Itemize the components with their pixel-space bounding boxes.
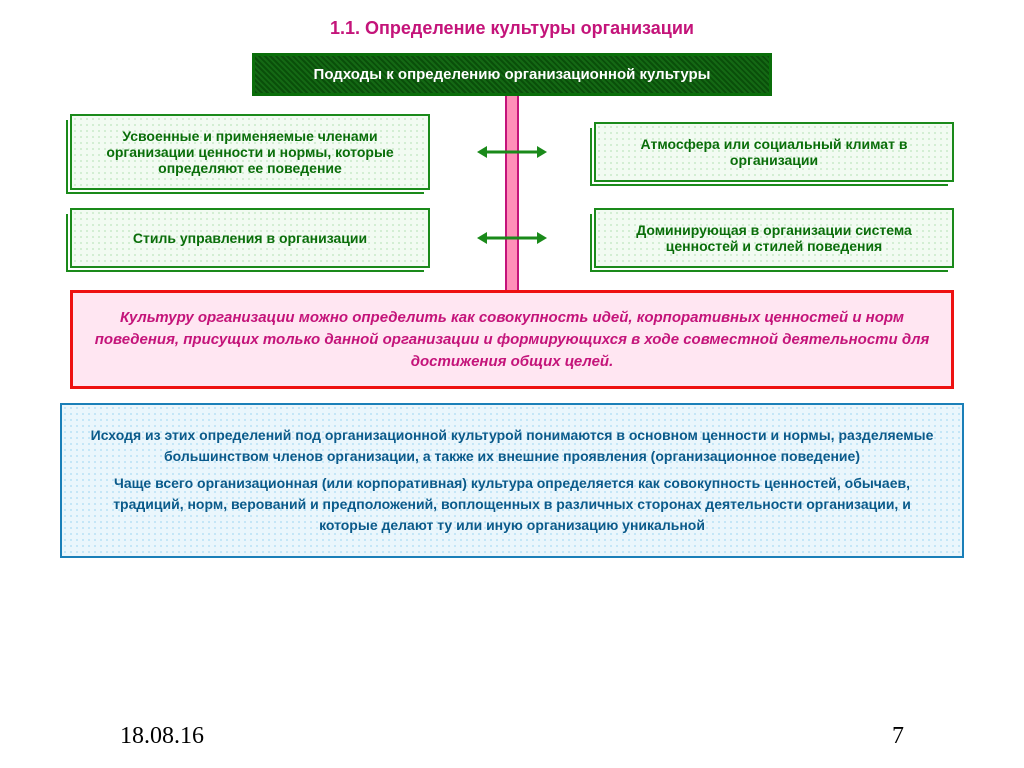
definition-box: Культуру организации можно определить ка…: [70, 290, 954, 389]
box-values-norms: Усвоенные и применяемые членами организа…: [70, 114, 430, 190]
row-2: Стиль управления в организации Доминирую…: [0, 208, 1024, 268]
blue-para-1: Исходя из этих определений под организац…: [84, 425, 940, 467]
box-atmosphere: Атмосфера или социальный климат в органи…: [594, 122, 954, 182]
explanation-box: Исходя из этих определений под организац…: [60, 403, 964, 558]
h-arrow-2: [477, 223, 547, 253]
row-1: Усвоенные и применяемые членами организа…: [0, 114, 1024, 190]
footer-page: 7: [892, 723, 904, 750]
box-management-style: Стиль управления в организации: [70, 208, 430, 268]
blue-para-2: Чаще всего организационная (или корпорат…: [84, 473, 940, 536]
footer: 18.08.16 7: [0, 723, 1024, 750]
footer-date: 18.08.16: [120, 723, 204, 750]
h-arrow-1: [477, 137, 547, 167]
box-dominant-system: Доминирующая в организации система ценно…: [594, 208, 954, 268]
section-title: 1.1. Определение культуры организации: [0, 0, 1024, 47]
header-approaches: Подходы к определению организационной ку…: [252, 53, 772, 96]
